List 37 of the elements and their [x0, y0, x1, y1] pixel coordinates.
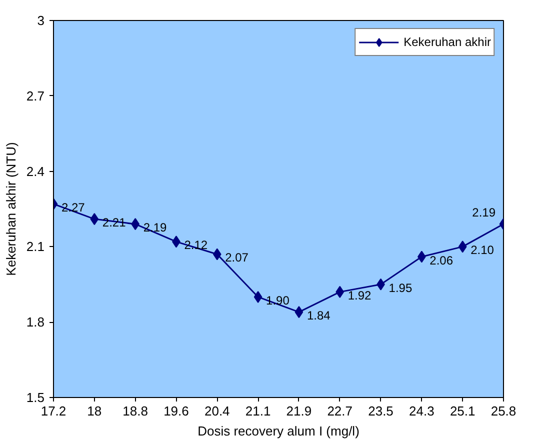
point	[294, 306, 304, 318]
x-tick-label: 25.1	[450, 404, 476, 418]
x-tick-label: 18.8	[122, 404, 148, 418]
point	[336, 286, 344, 298]
data-label: 2.19	[143, 220, 167, 235]
point	[458, 240, 467, 253]
y-axis-title: Kekeruhan akhir (NTU)	[3, 142, 18, 276]
x-tick-label: 24.3	[409, 404, 434, 418]
point	[90, 213, 99, 226]
y-tick-label: 1.8	[26, 314, 45, 330]
x-tick-label: 18	[87, 404, 102, 418]
data-label: 2.06	[430, 253, 454, 268]
data-label: 2.27	[62, 200, 86, 214]
y-tick-label: 1.5	[26, 390, 45, 405]
x-tick-label: 22.7	[327, 404, 353, 418]
point	[212, 248, 222, 260]
y-tick-label: 2.7	[26, 88, 45, 104]
data-label: 1.95	[388, 280, 412, 295]
x-tick-label: 17.2	[40, 404, 66, 418]
data-label: 1.84	[306, 308, 331, 323]
x-axis-title: Dosis recovery alum I (mg/l)	[198, 424, 360, 438]
data-label: 1.90	[266, 293, 290, 308]
data-label: 1.92	[348, 288, 372, 302]
point	[254, 290, 262, 303]
y-tick-label: 2.4	[26, 164, 45, 179]
data-label: 2.19	[472, 206, 496, 220]
x-tick-label: 20.4	[204, 404, 230, 418]
data-label: 2.10	[470, 243, 494, 258]
x-tick-label: 19.6	[164, 404, 189, 418]
y-tick-label: 3	[37, 13, 45, 28]
legend-label: Kekeruhan akhir	[404, 35, 491, 49]
data-label: 2.07	[225, 250, 249, 265]
x-tick-label: 23.5	[368, 404, 394, 418]
y-tick-label: 2.1	[26, 239, 45, 254]
x-tick-label: 25.8	[490, 404, 516, 418]
x-tick-label: 21.1	[245, 404, 271, 418]
x-tick-label: 21.9	[286, 404, 312, 418]
